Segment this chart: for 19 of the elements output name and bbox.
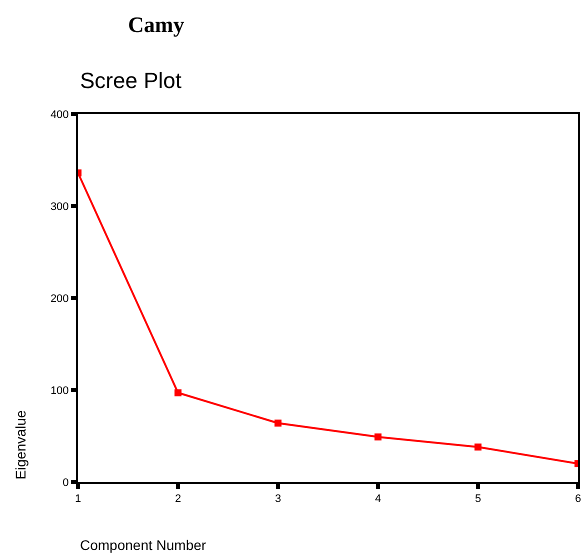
point <box>374 433 382 440</box>
point <box>474 444 482 451</box>
y-tick-label: 300 <box>50 200 69 213</box>
x-axis-title: Component Number <box>80 537 206 553</box>
x-tick-label: 1 <box>74 493 82 506</box>
y-tick-label: 200 <box>50 292 69 305</box>
point <box>174 389 182 396</box>
y-axis-title: Eigenvalue <box>12 410 28 480</box>
y-tick-label: 100 <box>50 384 69 397</box>
x-tick-label: 4 <box>374 493 382 506</box>
x-tick-label: 3 <box>274 493 282 506</box>
x-tick-label: 2 <box>174 493 182 506</box>
point <box>274 420 282 427</box>
y-tick-label: 0 <box>62 476 69 489</box>
x-tick-label: 6 <box>574 493 582 506</box>
chart-subtitle: Scree Plot <box>80 68 182 93</box>
chart-title: Camy <box>128 12 184 37</box>
y-tick-label: 400 <box>50 108 69 121</box>
x-tick-label: 5 <box>474 493 482 506</box>
